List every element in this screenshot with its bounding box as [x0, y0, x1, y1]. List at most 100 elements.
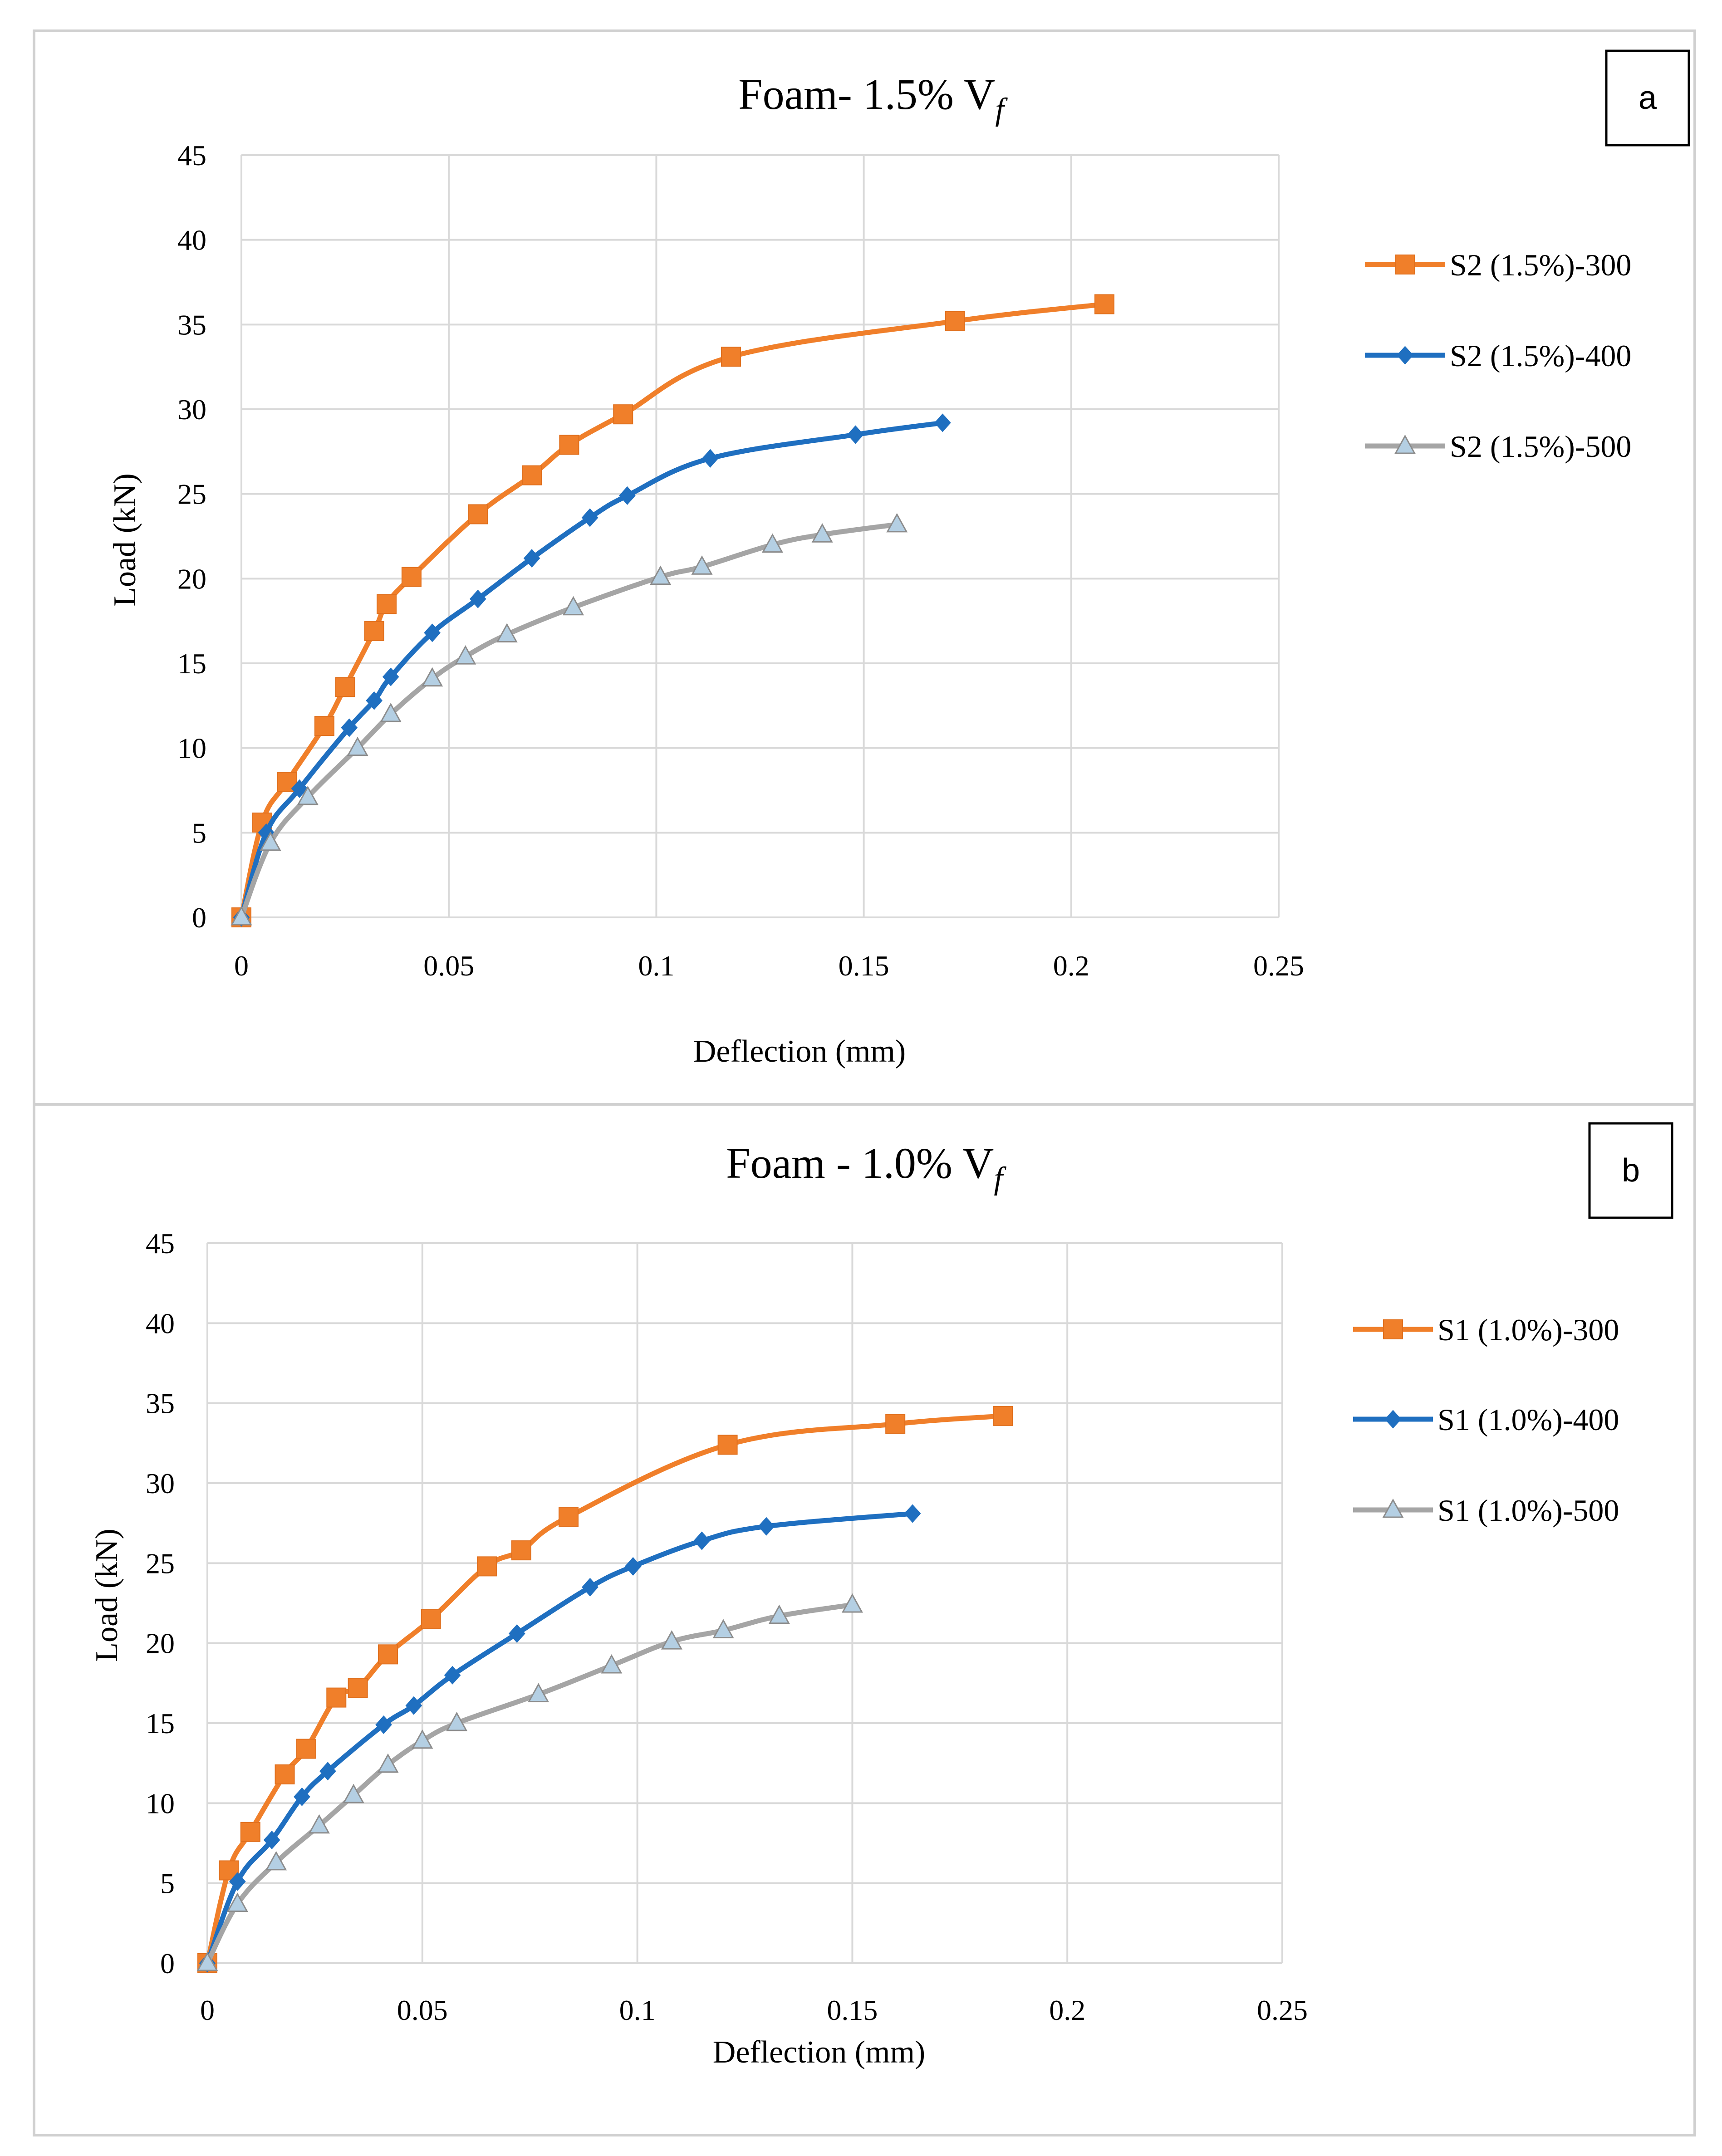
panel-a-series-3-point	[811, 523, 833, 543]
panel-a-series-3-point	[650, 565, 672, 585]
panel-b-series-3-point	[226, 1892, 248, 1912]
panel-b-x-axis-label: Deflection (mm)	[713, 2035, 925, 2070]
panel-a-ytick-label: 35	[177, 309, 206, 341]
panel-b-series-2-point	[624, 1557, 642, 1576]
panel-a-grid	[240, 154, 1280, 918]
panel-a-legend-label-1: S2 (1.5%)-300	[1450, 248, 1631, 282]
panel-a-legend: S2 (1.5%)-300 S2 (1.5%)-400 S2 (1.5%)-500	[1365, 248, 1631, 464]
panel-a-series-3-point	[691, 555, 713, 575]
panel-b-series-1-point	[717, 1435, 738, 1455]
panel-b-series-1-point	[558, 1507, 579, 1527]
panel-b-series-1-point	[348, 1678, 368, 1698]
panel-a-xtick-label: 0.2	[1053, 950, 1089, 982]
panel-a-series-3-point	[886, 513, 908, 533]
panel-b-series-2-point	[405, 1696, 422, 1715]
panel-a-legend-marker-3	[1394, 434, 1416, 454]
panel-b-label: b	[1622, 1152, 1640, 1189]
panel-b-series-1-point	[275, 1764, 295, 1784]
panel-a-title: Foam- 1.5% Vf	[738, 70, 1008, 127]
panel-b-xtick-label: 0.05	[397, 1994, 448, 2026]
panel-b-chart: Foam - 1.0% Vf b 0 5 10 15 20 25 30 35 40 45 0 0.05…	[89, 1122, 1673, 2070]
panel-b-series-3-point	[196, 1951, 218, 1971]
panel-b-series-2-point	[693, 1531, 711, 1550]
panel-b-ytick-label: 25	[146, 1547, 175, 1579]
panel-b-legend-marker-3	[1382, 1498, 1404, 1518]
panel-a-series-2-point	[619, 486, 636, 505]
panel-a-series	[231, 294, 1114, 927]
panel-a-legend-label-2: S2 (1.5%)-400	[1450, 338, 1631, 373]
panel-a-ytick-label: 5	[192, 817, 206, 849]
panel-b-series-1-point	[511, 1540, 531, 1561]
panel-a-series-3-point	[761, 533, 783, 553]
panel-a-legend-label-3: S2 (1.5%)-500	[1450, 429, 1631, 464]
panel-b-ytick-label: 45	[146, 1227, 175, 1259]
panel-a-xtick-label: 0	[234, 950, 249, 982]
panel-a-series-3-line	[239, 522, 900, 920]
panel-a-series-1-point	[377, 594, 397, 614]
panel-a-series-2-point	[523, 549, 540, 568]
panel-b-ytick-label: 40	[146, 1307, 175, 1339]
panel-a-ytick-label: 20	[177, 563, 206, 595]
panel-a-series-1-point	[314, 716, 334, 736]
panel-a-xtick-label: 0.1	[638, 950, 674, 982]
panel-a-series-1-point	[1094, 294, 1114, 314]
panel-a-title-main: Foam- 1.5% V	[738, 70, 995, 118]
panel-a-series-1-point	[468, 504, 488, 524]
panel-b-series-3-point	[768, 1604, 790, 1624]
panel-b-series-2-point	[229, 1872, 246, 1891]
panel-b-series-2-point	[294, 1787, 310, 1806]
panel-a-ytick-label: 10	[177, 732, 206, 764]
panel-b-legend-marker-1	[1383, 1319, 1403, 1339]
panel-b-series	[196, 1406, 1013, 1973]
panel-a-series-2-point	[702, 449, 719, 468]
panel-a-ytick-label: 15	[177, 647, 206, 680]
panel-b-legend: S1 (1.0%)-300 S1 (1.0%)-400 S1 (1.0%)-500	[1353, 1313, 1619, 1528]
panel-b-series-2-point	[375, 1715, 392, 1735]
panel-b-grid	[206, 1242, 1283, 1964]
panel-b-xtick-label: 0.15	[827, 1994, 878, 2026]
panel-a-series-3-point	[260, 831, 281, 851]
panel-b-legend-label-2: S1 (1.0%)-400	[1437, 1402, 1619, 1437]
panel-a-series-1-point	[364, 621, 384, 642]
panel-a-title-subscript: f	[995, 92, 1008, 127]
panel-b-series-3-point	[343, 1784, 364, 1803]
panel-a-series-3-point	[496, 623, 518, 643]
panel-b-legend-marker-2	[1384, 1410, 1402, 1429]
panel-b-ytick-label: 35	[146, 1387, 175, 1420]
panel-b-xtick-label: 0.25	[1257, 1994, 1308, 2026]
panel-b-series-1-point	[993, 1406, 1013, 1426]
panel-b-frame	[33, 1103, 1696, 2136]
panel-a-series-1-point	[613, 404, 633, 425]
panel-a-series-3-point	[347, 736, 368, 756]
panel-a-label-box	[1605, 49, 1690, 147]
panel-a-series-3-point	[231, 906, 252, 926]
panel-b-ytick-label: 20	[146, 1627, 175, 1660]
panel-a-series-3-point	[562, 596, 584, 616]
panel-b-series-3-line	[205, 1602, 855, 1966]
panel-a-series-2-point	[382, 667, 399, 686]
panel-a-series-2-point	[934, 413, 951, 432]
panel-b-label-box	[1588, 1122, 1673, 1219]
panel-b-ytick-label: 5	[160, 1867, 175, 1900]
panel-b-legend-label-1: S1 (1.0%)-300	[1437, 1313, 1619, 1347]
panel-b-xtick-label: 0.2	[1049, 1994, 1085, 2026]
panel-b-series-3-point	[841, 1593, 863, 1613]
panel-b-series-1-point	[240, 1822, 260, 1842]
panel-b-series-1-point	[326, 1687, 347, 1708]
panel-a-x-axis-label: Deflection (mm)	[693, 1034, 906, 1069]
panel-a-xtick-label: 0.25	[1253, 950, 1304, 982]
panel-b-series-3-point	[412, 1729, 433, 1749]
panel-a-series-1-point	[721, 347, 741, 367]
panel-b-xtick-label: 0.1	[619, 1994, 656, 2026]
panel-a-ytick-label: 40	[177, 224, 206, 256]
panel-a-series-2-point	[366, 691, 383, 710]
panel-a-ytick-label: 25	[177, 478, 206, 510]
panel-b-series-3-point	[308, 1814, 330, 1834]
panel-a-series-2-point	[469, 589, 486, 608]
panel-a-ytick-label: 45	[177, 139, 206, 172]
panel-a-tick-labels: 0 5 10 15 20 25 30 35 40 45 0 0.05 0.1 0.15 0.2 0.25	[177, 139, 1304, 982]
panel-b-series-1-point	[296, 1739, 316, 1759]
panel-b-series-2-point	[582, 1578, 599, 1597]
panel-a-series-1-point	[335, 677, 355, 697]
panel-a-series-2-point	[847, 425, 864, 444]
